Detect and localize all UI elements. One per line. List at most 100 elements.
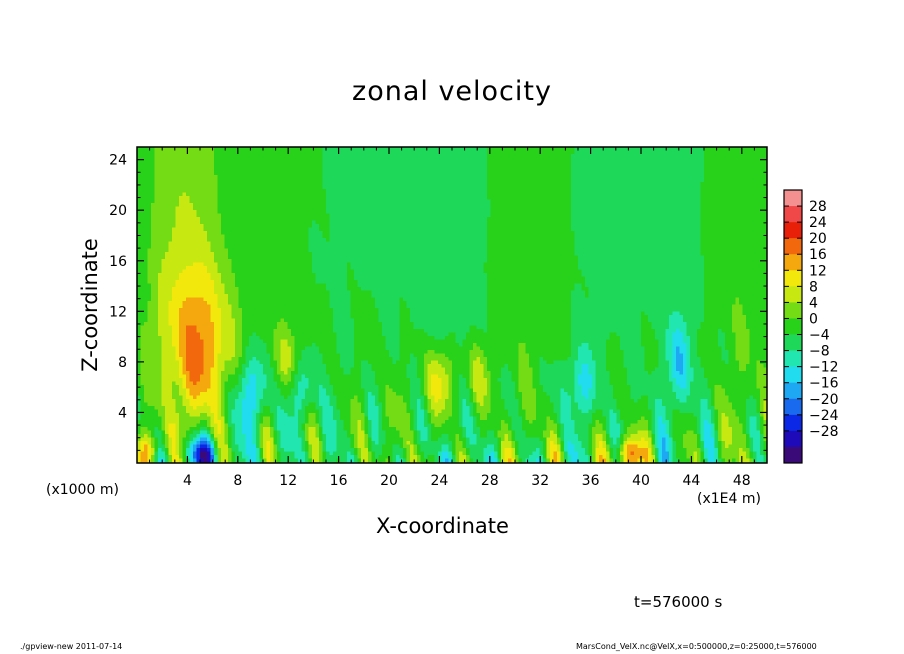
heatmap-cell xyxy=(165,157,169,162)
heatmap-cell xyxy=(270,199,274,204)
heatmap-cell xyxy=(648,189,652,193)
heatmap-cell xyxy=(329,234,334,239)
heatmap-cell xyxy=(560,171,565,176)
heatmap-cell xyxy=(725,224,729,228)
heatmap-cell xyxy=(406,157,411,162)
heatmap-cell xyxy=(686,220,691,225)
heatmap-cell xyxy=(578,164,582,169)
heatmap-cell xyxy=(476,192,481,197)
heatmap-cell xyxy=(284,161,288,165)
heatmap-cell xyxy=(476,224,481,228)
heatmap-cell xyxy=(564,182,568,186)
heatmap-cell xyxy=(151,213,155,218)
heatmap-cell xyxy=(315,224,320,228)
heatmap-cell xyxy=(256,213,260,218)
heatmap-cell xyxy=(522,147,526,151)
heatmap-cell xyxy=(539,196,544,200)
heatmap-cell xyxy=(343,178,348,183)
heatmap-cell xyxy=(511,157,516,162)
heatmap-cell xyxy=(760,161,764,165)
heatmap-cell xyxy=(665,171,670,176)
heatmap-cell xyxy=(508,161,512,165)
heatmap-cell xyxy=(735,150,740,155)
heatmap-cell xyxy=(308,217,313,221)
heatmap-cell xyxy=(291,164,295,169)
heatmap-cell xyxy=(693,206,698,211)
heatmap-cell xyxy=(487,196,491,200)
heatmap-cell xyxy=(298,192,302,197)
heatmap-cell xyxy=(242,161,246,165)
heatmap-cell xyxy=(158,178,162,183)
heatmap-cell xyxy=(546,213,551,218)
heatmap-cell xyxy=(354,189,358,193)
heatmap-cell xyxy=(536,206,540,211)
heatmap-cell xyxy=(620,234,624,239)
heatmap-cell xyxy=(700,199,705,204)
heatmap-cell xyxy=(193,213,197,218)
heatmap-cell xyxy=(424,217,428,221)
heatmap-cell xyxy=(326,182,330,186)
heatmap-cell xyxy=(277,234,281,239)
heatmap-cell xyxy=(263,224,267,228)
heatmap-cell xyxy=(753,192,757,197)
heatmap-cell xyxy=(343,227,348,232)
heatmap-cell xyxy=(655,217,659,221)
heatmap-cell xyxy=(193,178,197,183)
heatmap-cell xyxy=(340,196,344,200)
heatmap-cell xyxy=(382,192,386,197)
heatmap-cell xyxy=(571,217,575,221)
heatmap-cell xyxy=(459,164,463,169)
heatmap-cell xyxy=(263,196,267,200)
heatmap-cell xyxy=(592,192,596,197)
heatmap-cell xyxy=(392,217,397,221)
heatmap-cell xyxy=(179,224,183,228)
heatmap-cell xyxy=(340,206,344,211)
heatmap-cell xyxy=(189,147,194,151)
heatmap-cell xyxy=(413,154,418,158)
heatmap-cell xyxy=(287,224,292,228)
heatmap-cell xyxy=(560,199,565,204)
heatmap-cell xyxy=(613,192,617,197)
heatmap-cell xyxy=(448,220,453,225)
heatmap-cell xyxy=(445,213,449,218)
heatmap-cell xyxy=(410,175,414,179)
heatmap-cell xyxy=(648,168,652,172)
heatmap-cell xyxy=(165,185,169,190)
heatmap-cell xyxy=(697,171,701,176)
heatmap-cell xyxy=(763,182,767,186)
heatmap-cell xyxy=(224,217,229,221)
heatmap-cell xyxy=(760,147,764,151)
heatmap-cell xyxy=(504,224,509,228)
heatmap-cell xyxy=(571,182,575,186)
heatmap-cell xyxy=(480,189,484,193)
heatmap-cell xyxy=(707,161,712,165)
heatmap-cell xyxy=(644,199,649,204)
heatmap-cell xyxy=(245,147,250,151)
heatmap-cell xyxy=(385,189,390,193)
heatmap-cell xyxy=(273,185,278,190)
heatmap-cell xyxy=(462,185,467,190)
heatmap-cell xyxy=(623,192,628,197)
heatmap-cell xyxy=(553,175,558,179)
heatmap-cell xyxy=(648,220,652,225)
heatmap-cell xyxy=(522,182,526,186)
heatmap-cell xyxy=(532,234,537,239)
heatmap-cell xyxy=(371,234,376,239)
heatmap-cell xyxy=(606,199,610,204)
heatmap-cell xyxy=(550,234,554,239)
heatmap-cell xyxy=(256,175,260,179)
heatmap-cell xyxy=(448,168,453,172)
heatmap-cell xyxy=(560,150,565,155)
heatmap-cell xyxy=(742,150,747,155)
heatmap-cell xyxy=(322,231,327,235)
heatmap-cell xyxy=(154,224,159,228)
heatmap-cell xyxy=(616,192,621,197)
heatmap-cell xyxy=(186,168,190,172)
heatmap-cell xyxy=(137,217,141,221)
heatmap-cell xyxy=(221,241,225,246)
heatmap-cell xyxy=(242,192,246,197)
heatmap-cell xyxy=(693,150,698,155)
heatmap-cell xyxy=(445,147,449,151)
heatmap-cell xyxy=(203,168,208,172)
heatmap-cell xyxy=(151,206,155,211)
